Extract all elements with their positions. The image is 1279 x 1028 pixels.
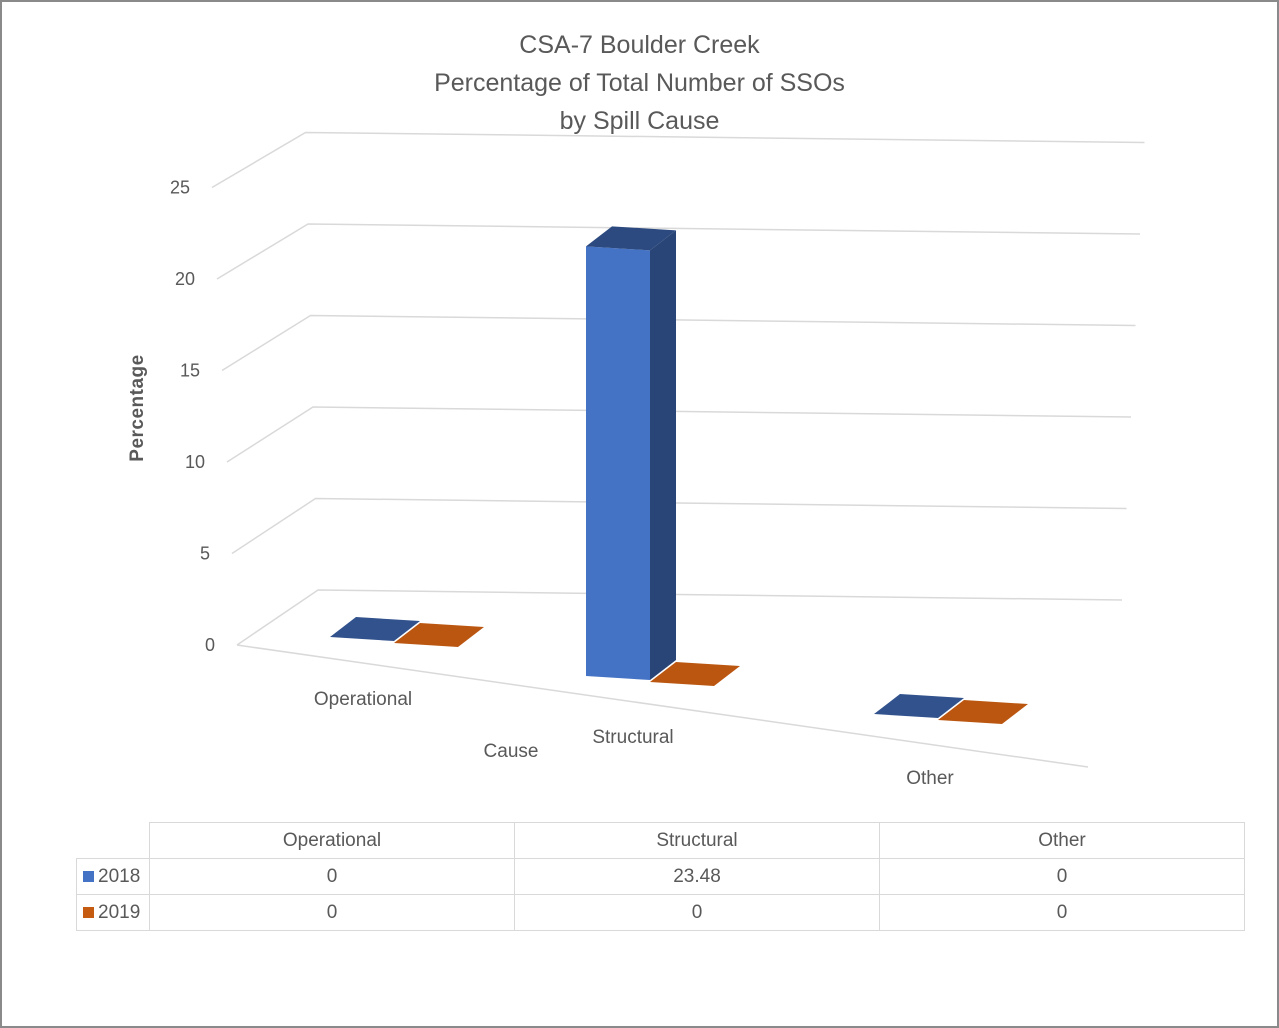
data-cell: 0: [879, 858, 1245, 895]
bars: [330, 226, 1028, 724]
y-tick-label: 10: [185, 452, 205, 472]
y-axis-ticks: 0 5 10 15 20 25: [170, 178, 215, 656]
gridline: [226, 406, 1132, 463]
legend-label-2019: 2019: [98, 901, 141, 923]
legend-swatch-2018: [83, 870, 94, 882]
bar-2018-operational: [330, 617, 420, 641]
y-tick-label: 5: [200, 544, 210, 564]
y-tick-label: 0: [205, 635, 215, 655]
data-cell: 0: [149, 858, 515, 895]
legend-key-2019: 2019: [76, 894, 150, 931]
legend-key-2018: 2018: [76, 858, 150, 895]
data-table-header-operational: Operational: [149, 822, 515, 859]
category-label-other: Other: [906, 768, 954, 789]
gridline: [236, 589, 1123, 646]
data-table-header-structural: Structural: [514, 822, 880, 859]
gridline: [231, 497, 1127, 555]
chart-title: CSA-7 Boulder Creek Percentage of Total …: [0, 26, 1279, 140]
data-table: Operational Structural Other 2018 0 23.4…: [76, 822, 1245, 931]
legend-swatch-2019: [83, 906, 94, 918]
data-cell: 0: [879, 894, 1245, 931]
data-table-header-row: Operational Structural Other: [76, 822, 1245, 859]
y-axis-label: Percentage: [127, 354, 148, 461]
chart-title-line-3: by Spill Cause: [559, 107, 720, 135]
legend-label-2018: 2018: [98, 865, 141, 887]
y-tick-label: 20: [175, 269, 195, 289]
x-axis-label: Cause: [484, 741, 539, 762]
bar-2018-other: [874, 694, 964, 718]
category-labels: Operational Structural Other: [314, 689, 955, 789]
bar-2019-other: [938, 700, 1028, 724]
data-table-header-other: Other: [879, 822, 1245, 859]
data-cell: 23.48: [514, 858, 880, 895]
bar-2018-structural: [586, 226, 676, 681]
data-table-row-2019: 2019 0 0 0: [76, 894, 1245, 931]
gridline: [211, 131, 1145, 189]
floor-edge: [236, 644, 1089, 768]
chart-title-line-2: Percentage of Total Number of SSOs: [434, 69, 845, 97]
chart-title-line-1: CSA-7 Boulder Creek: [519, 31, 760, 59]
category-label-operational: Operational: [314, 689, 412, 710]
y-tick-label: 15: [180, 361, 200, 381]
bar-2019-operational: [394, 623, 484, 647]
gridlines: [211, 131, 1145, 768]
bar-2019-structural: [650, 662, 740, 686]
data-table-row-2018: 2018 0 23.48 0: [76, 858, 1245, 895]
y-tick-label: 25: [170, 178, 190, 198]
gridline: [216, 223, 1141, 280]
category-label-structural: Structural: [592, 727, 673, 748]
gridline: [221, 314, 1136, 372]
data-cell: 0: [514, 894, 880, 931]
data-cell: 0: [149, 894, 515, 931]
